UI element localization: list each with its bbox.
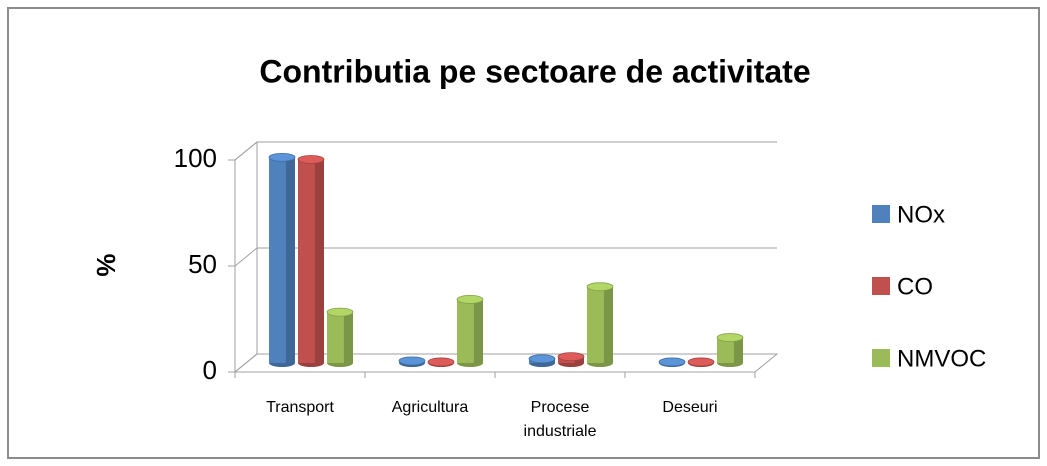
bar: [687, 357, 715, 367]
grid-line: [234, 141, 258, 161]
bar-top: [268, 152, 296, 162]
chart-title: Contributia pe sectoare de activitate: [259, 53, 810, 89]
legend-label: CO: [897, 273, 933, 300]
grid-line: [234, 247, 258, 267]
legend-label: NOx: [897, 201, 945, 228]
bar-top: [398, 356, 426, 366]
y-tick-label: 50: [188, 249, 217, 279]
bar-top: [427, 357, 455, 367]
bar: [586, 282, 614, 367]
bar-top: [456, 294, 484, 304]
bar-shade: [733, 337, 743, 363]
legend-swatch: [872, 349, 890, 367]
x-tick-label: Deseuri: [662, 399, 717, 416]
y-tick-label: 100: [174, 143, 217, 173]
bar-top: [586, 282, 614, 292]
bar: [427, 357, 455, 367]
bar: [398, 356, 426, 367]
legend-swatch: [872, 205, 890, 223]
bar-top: [557, 352, 585, 362]
x-tick-label: Agricultura: [392, 399, 469, 416]
bar: [557, 352, 585, 367]
bar-top: [687, 357, 715, 367]
bar: [297, 155, 325, 367]
grid-line: [234, 353, 258, 373]
bar-top: [716, 333, 744, 342]
x-tick-label: Procese industriale: [524, 399, 597, 440]
bar-shade: [314, 159, 324, 363]
y-axis-label: %: [91, 253, 121, 276]
bar: [326, 307, 354, 367]
bar: [528, 354, 556, 367]
bar-shade: [473, 299, 483, 363]
y-tick-label: 0: [203, 355, 217, 385]
bar: [268, 152, 296, 367]
bar-top: [658, 357, 686, 367]
chart-border: [7, 7, 1040, 459]
bar: [716, 333, 744, 367]
bar-shade: [603, 286, 613, 363]
bar-top: [297, 155, 325, 164]
bar: [658, 357, 686, 367]
bar-top: [326, 307, 354, 317]
bar-top: [528, 354, 556, 364]
legend-label: NMVOC: [897, 345, 986, 372]
legend-swatch: [872, 277, 890, 295]
x-tick-label: Transport: [266, 399, 334, 416]
bar-shade: [343, 312, 353, 363]
bar: [456, 294, 484, 367]
bar-shade: [285, 157, 295, 363]
